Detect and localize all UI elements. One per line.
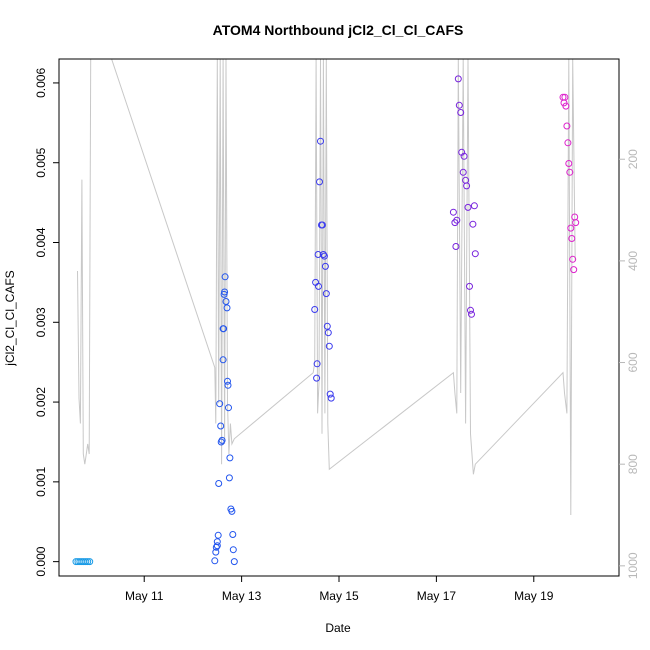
secondary-y-tick-label: 800 — [626, 454, 640, 474]
data-point — [230, 558, 238, 566]
y-tick-label: 0.003 — [34, 307, 48, 337]
data-point — [322, 290, 330, 298]
data-point — [327, 394, 335, 402]
data-point — [221, 288, 229, 296]
data-point — [326, 390, 334, 398]
data-point — [468, 310, 475, 318]
y-tick-label: 0.000 — [34, 546, 48, 576]
data-point — [223, 304, 231, 312]
data-point — [313, 374, 321, 382]
data-point — [84, 558, 92, 566]
data-point — [569, 255, 577, 263]
y-axis-label: jCl2_Cl_Cl_CAFS — [3, 270, 17, 366]
data-point — [463, 182, 471, 190]
data-point — [469, 220, 477, 228]
data-point — [471, 250, 479, 258]
data-point — [86, 558, 94, 566]
data-point — [318, 221, 326, 229]
data-point — [464, 203, 472, 211]
secondary-y-tick-label: 200 — [626, 149, 640, 169]
x-axis-label: Date — [325, 621, 351, 635]
data-point — [470, 202, 478, 210]
data-point — [219, 356, 227, 364]
data-point — [214, 531, 222, 539]
points-layer — [72, 75, 580, 566]
data-point — [221, 273, 229, 281]
data-point — [466, 282, 473, 290]
data-point — [467, 306, 474, 314]
data-point — [215, 480, 223, 487]
data-point — [561, 93, 569, 101]
data-point — [216, 400, 224, 408]
x-tick-label: May 19 — [514, 589, 554, 603]
data-point — [568, 235, 576, 242]
data-point — [225, 404, 232, 412]
data-point — [570, 266, 578, 274]
y-tick-label: 0.001 — [34, 467, 48, 497]
data-point — [213, 542, 221, 550]
data-point — [220, 325, 228, 333]
data-point — [567, 224, 575, 232]
data-point — [316, 178, 323, 186]
data-point — [454, 75, 462, 83]
data-point — [572, 219, 580, 227]
data-point — [229, 531, 237, 538]
data-point — [563, 122, 571, 130]
data-point — [564, 139, 572, 147]
data-point — [565, 160, 573, 167]
secondary-y-tick-label: 400 — [626, 251, 640, 271]
data-point — [225, 474, 233, 482]
x-axis: May 11 May 13 May 15 May 17 May 19 — [125, 576, 554, 603]
data-point — [452, 243, 460, 250]
data-point — [212, 548, 220, 556]
data-point — [217, 422, 225, 430]
data-point — [311, 306, 319, 313]
data-point — [453, 216, 461, 224]
data-point — [319, 251, 327, 258]
data-point — [566, 168, 574, 176]
data-point — [323, 322, 331, 330]
data-point — [314, 251, 322, 258]
y-tick-label: 0.004 — [34, 227, 48, 257]
x-tick-label: May 13 — [222, 589, 262, 603]
data-point — [213, 538, 221, 546]
data-point — [218, 436, 226, 444]
data-point — [324, 329, 332, 337]
secondary-y-axis: 200 400 600 800 1000 — [619, 149, 640, 579]
data-point — [222, 298, 230, 305]
data-point — [320, 252, 328, 260]
data-point — [228, 507, 236, 515]
x-tick-label: May 17 — [417, 589, 457, 603]
y-tick-label: 0.006 — [34, 68, 48, 98]
y-tick-label: 0.002 — [34, 387, 48, 417]
x-tick-label: May 11 — [125, 589, 164, 603]
data-point — [313, 360, 321, 368]
secondary-y-tick-label: 1000 — [626, 552, 640, 579]
x-tick-label: May 15 — [319, 589, 359, 603]
y-axis: 0.000 0.001 0.002 0.003 0.004 0.005 0.006 — [34, 68, 59, 577]
data-point — [82, 558, 90, 566]
data-point — [211, 557, 219, 565]
secondary-y-tick-label: 600 — [626, 352, 640, 372]
data-point — [449, 208, 457, 216]
data-point — [317, 137, 324, 145]
data-point — [455, 101, 463, 109]
data-point — [226, 454, 234, 462]
y-tick-label: 0.005 — [34, 147, 48, 177]
data-point — [321, 262, 329, 270]
data-point — [224, 377, 231, 385]
data-point — [459, 168, 467, 176]
data-point — [224, 381, 232, 389]
data-point — [325, 342, 333, 350]
data-point — [457, 109, 465, 116]
data-point — [315, 282, 322, 290]
data-point — [562, 102, 570, 110]
data-point — [229, 546, 237, 554]
chart-title: ATOM4 Northbound jCl2_Cl_Cl_CAFS — [213, 22, 464, 38]
data-point — [460, 152, 468, 160]
